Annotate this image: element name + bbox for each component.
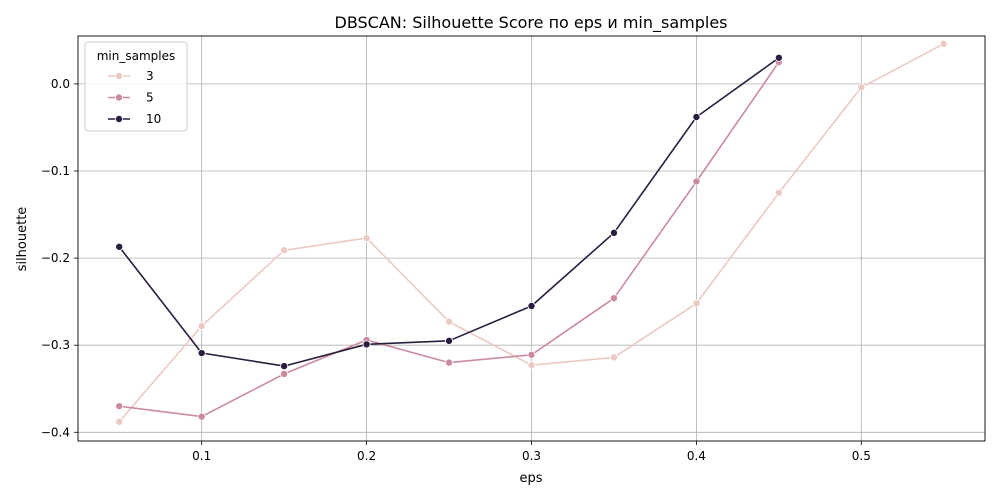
axis-ticks: 0.1 0.2 0.3 0.4 0.5 −0.4 −0.3 −0.2 −0.1 0.0	[41, 77, 871, 463]
legend-label: 10	[146, 112, 161, 126]
legend-item: 3	[108, 69, 154, 83]
y-tick-label: −0.3	[41, 338, 70, 352]
data-point	[280, 246, 289, 255]
data-point	[445, 336, 454, 345]
y-tick-label: −0.4	[41, 425, 70, 439]
data-point	[692, 299, 701, 308]
data-point	[280, 369, 289, 378]
y-tick-label: −0.2	[41, 251, 70, 265]
data-point	[527, 301, 536, 310]
y-tick-label: −0.1	[41, 164, 70, 178]
series-10	[115, 53, 783, 371]
chart-title: DBSCAN: Silhouette Score по eps и min_sa…	[335, 13, 728, 33]
data-point	[115, 402, 124, 411]
legend-marker	[115, 72, 124, 81]
legend-marker	[115, 93, 124, 102]
x-tick-label: 0.4	[687, 449, 706, 463]
data-point	[609, 353, 618, 362]
data-point	[774, 53, 783, 62]
data-point	[609, 228, 618, 237]
data-point	[939, 39, 948, 48]
legend-marker	[115, 115, 124, 124]
data-point	[445, 358, 454, 367]
x-tick-label: 0.3	[522, 449, 541, 463]
x-axis-label: eps	[519, 471, 542, 486]
data-point	[857, 83, 866, 92]
data-point	[609, 294, 618, 303]
data-point	[362, 234, 371, 243]
legend-label: 5	[146, 91, 154, 105]
data-point	[774, 188, 783, 197]
x-tick-label: 0.5	[852, 449, 871, 463]
legend-box	[84, 41, 188, 132]
legend-item: 5	[108, 91, 154, 105]
data-point	[362, 340, 371, 349]
x-tick-label: 0.1	[192, 449, 211, 463]
data-point	[527, 361, 536, 370]
y-tick-label: 0.0	[51, 77, 70, 91]
legend-title: min_samples	[97, 49, 176, 63]
data-point	[692, 113, 701, 122]
data-point	[527, 350, 536, 359]
y-axis-label: silhouette	[15, 207, 30, 272]
data-point	[445, 317, 454, 326]
series-3	[115, 39, 948, 426]
data-point	[280, 362, 289, 371]
data-point	[692, 177, 701, 186]
data-point	[115, 417, 124, 426]
series-layer	[115, 39, 948, 426]
data-point	[197, 349, 206, 358]
data-point	[115, 242, 124, 251]
x-tick-label: 0.2	[357, 449, 376, 463]
legend-label: 3	[146, 69, 154, 83]
legend-item: 10	[108, 112, 161, 126]
data-point	[197, 322, 206, 331]
data-point	[197, 412, 206, 421]
legend: min_samples 3 5 10	[84, 41, 188, 132]
